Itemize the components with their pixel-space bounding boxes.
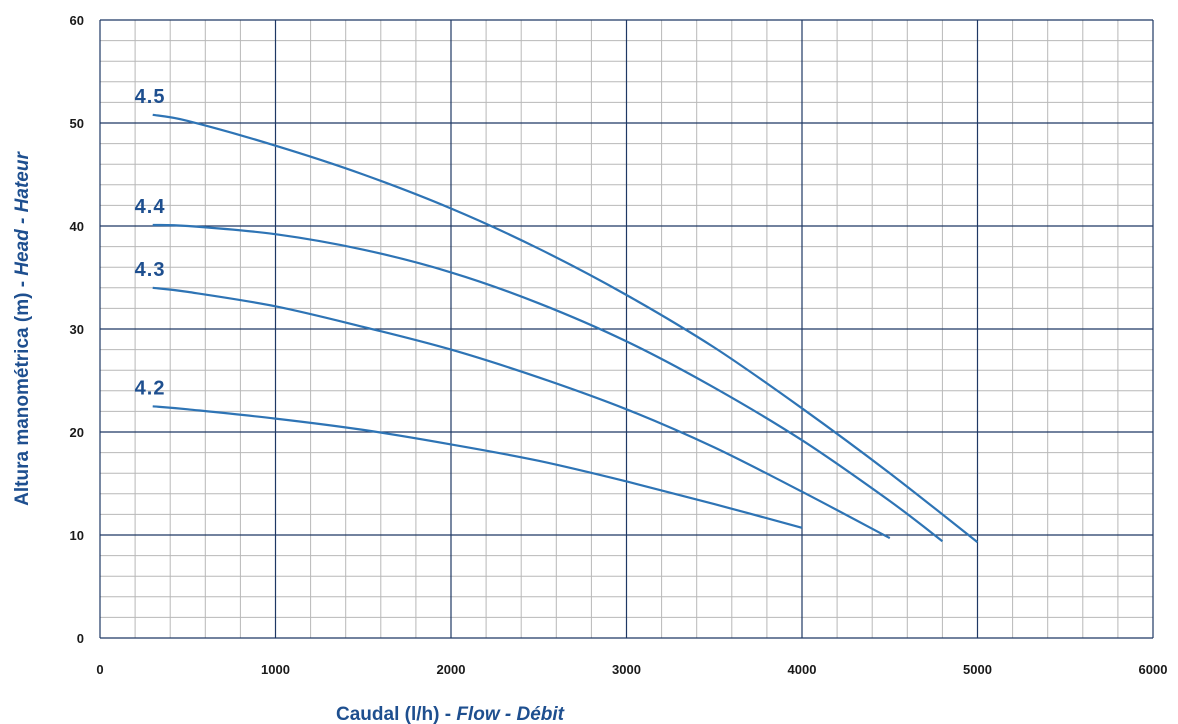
x-tick-label: 3000 (612, 662, 641, 677)
y-tick-label: 20 (70, 425, 84, 440)
y-tick-label: 0 (77, 631, 84, 646)
y-tick-label: 50 (70, 116, 84, 131)
y-tick-label: 40 (70, 219, 84, 234)
x-tick-label: 1000 (261, 662, 290, 677)
series-label-4.3: 4.3 (135, 259, 166, 281)
x-tick-label: 5000 (963, 662, 992, 677)
y-tick-label: 60 (70, 13, 84, 28)
y-axis-title: Altura manométrica (m) - Head - Hateur (12, 151, 33, 506)
series-line-4.5 (152, 113, 979, 544)
series-line-4.3 (152, 286, 891, 540)
y-tick-label: 10 (70, 528, 84, 543)
x-tick-label: 2000 (437, 662, 466, 677)
x-tick-label: 0 (96, 662, 103, 677)
x-axis-ticks: 0 1000 2000 3000 4000 5000 6000 (96, 662, 1167, 677)
series-labels: 4.5 4.4 4.3 4.2 (135, 86, 166, 399)
x-axis-title: Caudal (l/h) - Flow - Débit (336, 704, 565, 724)
series-line-4.2 (152, 405, 803, 529)
x-tick-label: 6000 (1139, 662, 1168, 677)
series-lines (152, 113, 979, 544)
x-tick-label: 4000 (788, 662, 817, 677)
major-grid (99, 19, 1154, 639)
y-axis-ticks: 0 10 20 30 40 50 60 (70, 13, 84, 646)
series-label-4.4: 4.4 (135, 196, 166, 218)
series-label-4.2: 4.2 (135, 377, 166, 399)
series-label-4.5: 4.5 (135, 86, 166, 108)
y-tick-label: 30 (70, 322, 84, 337)
series-line-4.4 (152, 223, 944, 543)
